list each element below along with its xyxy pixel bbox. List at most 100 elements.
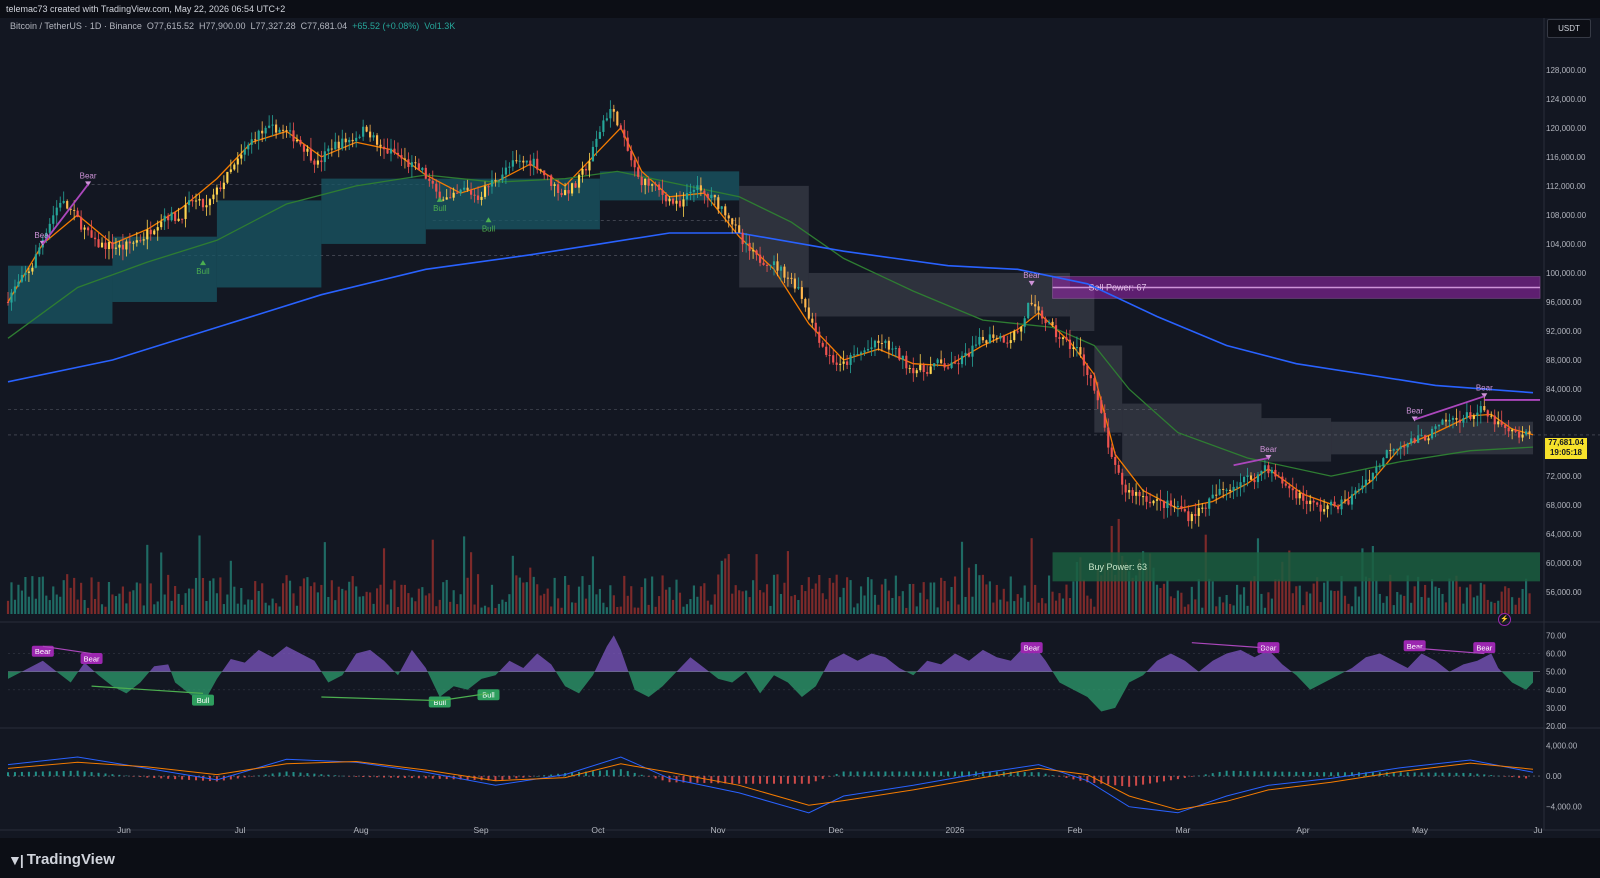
bar-countdown: 19:05:18 xyxy=(1549,448,1583,457)
volume-bar xyxy=(1141,551,1145,614)
rsi-signal-label: Bull xyxy=(433,698,446,707)
candle-body xyxy=(713,194,716,198)
candle-body xyxy=(452,192,455,198)
volume-bar xyxy=(1504,586,1507,614)
buy-power-zone xyxy=(1052,552,1540,582)
candle-body xyxy=(971,345,974,357)
volume-bar xyxy=(299,586,302,614)
macd-histogram-bar xyxy=(689,776,692,783)
candle-body xyxy=(1458,419,1461,423)
macd-histogram-bar xyxy=(947,771,950,777)
volume-bar xyxy=(1222,602,1225,614)
candle-body xyxy=(38,247,41,255)
volume-bar xyxy=(713,594,716,614)
macd-histogram-bar xyxy=(1504,776,1507,777)
candle-body xyxy=(135,240,138,243)
symbol-legend: Bitcoin / TetherUS · 1D · Binance O77,61… xyxy=(10,21,455,31)
volume-bar xyxy=(581,576,584,614)
candle-body xyxy=(1392,449,1395,451)
volume-bar xyxy=(1343,595,1347,614)
rsi-signal-label: Bear xyxy=(1024,644,1040,653)
volume-bar xyxy=(341,588,344,614)
candle-body xyxy=(1288,485,1291,489)
volume-bar xyxy=(1225,595,1228,614)
volume-bar xyxy=(1152,567,1155,614)
volume-bar xyxy=(1006,601,1009,614)
candle-body xyxy=(644,178,647,186)
candle-body xyxy=(1208,498,1211,509)
price-tick-label: 56,000.00 xyxy=(1546,588,1582,597)
macd-line xyxy=(7,756,1534,814)
volume-bar xyxy=(1462,603,1465,614)
volume-bar xyxy=(80,582,83,614)
volume-bar xyxy=(570,602,574,614)
volume-bar xyxy=(1190,586,1193,614)
volume-bar xyxy=(417,588,420,614)
candle-body xyxy=(1497,421,1500,425)
candle-body xyxy=(459,189,462,193)
candle-body xyxy=(1027,302,1030,319)
volume-bar xyxy=(1336,590,1340,614)
macd-histogram-bar xyxy=(292,772,295,777)
volume-bar xyxy=(208,580,212,614)
volume-bar xyxy=(257,590,260,614)
volume-bar xyxy=(557,598,560,614)
volume-bar xyxy=(584,598,588,614)
currency-selector[interactable]: USDT xyxy=(1547,19,1591,38)
lightning-icon[interactable]: ⚡ xyxy=(1498,613,1511,626)
candle-body xyxy=(1354,490,1357,495)
macd-histogram-bar xyxy=(1483,774,1486,777)
price-tick-label: 128,000.00 xyxy=(1546,66,1587,75)
volume-bar xyxy=(1044,603,1047,614)
volume-bar xyxy=(170,600,173,614)
macd-histogram-bar xyxy=(571,772,574,777)
macd-histogram-bar xyxy=(842,771,845,777)
candle-body xyxy=(1504,424,1507,428)
volume-bar xyxy=(473,604,476,614)
candle-body xyxy=(483,186,487,197)
candle-body xyxy=(1131,490,1134,496)
volume-bar xyxy=(1242,587,1246,614)
volume-bar xyxy=(682,606,685,614)
candle-body xyxy=(118,244,121,248)
volume-bar xyxy=(1027,601,1030,614)
volume-bar xyxy=(908,583,911,614)
macd-histogram-bar xyxy=(1044,773,1047,777)
macd-histogram-bar xyxy=(424,776,427,779)
candle-body xyxy=(24,272,27,276)
volume-bar xyxy=(738,590,741,614)
volume-bar xyxy=(490,584,494,614)
volume-bar xyxy=(1093,606,1096,614)
bear-marker-icon xyxy=(1265,454,1272,460)
candle-body xyxy=(87,227,90,231)
candle-body xyxy=(511,160,514,167)
volume-bar xyxy=(947,601,950,614)
volume-bar xyxy=(1316,577,1319,614)
macd-histogram-bar xyxy=(1281,771,1284,777)
price-tick-label: 112,000.00 xyxy=(1546,182,1586,191)
macd-histogram-bar xyxy=(891,771,894,777)
volume-bar xyxy=(995,584,998,614)
candle-body xyxy=(1225,489,1228,491)
candle-body xyxy=(964,352,967,356)
candle-body xyxy=(45,232,48,240)
macd-histogram-bar xyxy=(417,776,420,779)
macd-histogram-bar xyxy=(153,776,156,778)
chart-canvas[interactable]: Sell Power: 67 Buy Power: 63 Bear Bear Bull… xyxy=(0,18,1600,838)
candle-body xyxy=(797,287,800,289)
macd-tick-label: 4,000.00 xyxy=(1546,741,1578,750)
macd-histogram-bar xyxy=(926,771,929,777)
candle-body xyxy=(1218,488,1221,495)
candle-body xyxy=(790,277,793,279)
candle-body xyxy=(529,160,532,166)
ema-slow-line xyxy=(7,232,1534,394)
rsi-signal-label: Bear xyxy=(84,654,100,663)
candle-body xyxy=(1246,475,1249,477)
signal-label: Bear xyxy=(1476,383,1493,392)
volume-bar xyxy=(640,587,643,614)
candle-body xyxy=(1148,501,1152,504)
volume-bar xyxy=(839,597,842,614)
open-value: O77,615.52 xyxy=(146,21,194,31)
candle-body xyxy=(160,221,163,228)
candle-body xyxy=(386,149,389,154)
